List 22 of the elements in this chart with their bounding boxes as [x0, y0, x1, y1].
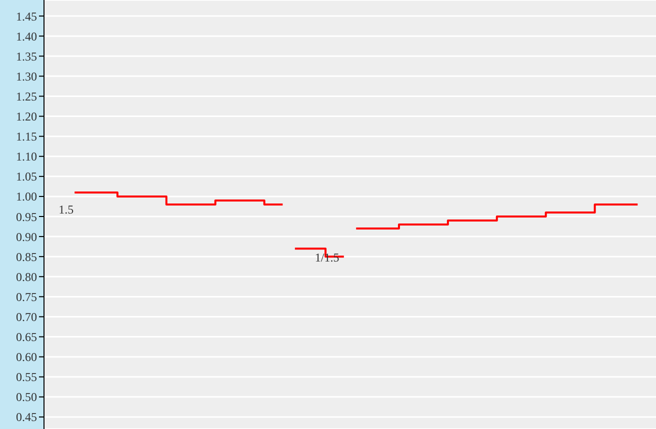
y-tick-label: 0.85	[16, 250, 37, 264]
y-tick-label: 0.55	[16, 370, 37, 384]
y-tick-label: 1.15	[16, 130, 37, 144]
y-tick-label: 0.80	[16, 270, 37, 284]
y-tick-label: 1.20	[16, 110, 37, 124]
y-tick-label: 0.50	[16, 390, 37, 404]
y-tick-label: 1.45	[16, 9, 37, 24]
y-tick-label: 1.00	[16, 190, 37, 204]
y-tick-label: 0.90	[16, 230, 37, 244]
y-tick-label: 0.65	[16, 330, 37, 344]
y-tick-label: 1.40	[16, 29, 37, 44]
y-tick-label: 0.60	[16, 350, 37, 364]
y-tick-label: 1.25	[16, 89, 37, 104]
y-tick-label: 0.70	[16, 310, 37, 324]
y-tick-label: 1.35	[16, 49, 37, 64]
y-tick-label: 0.95	[16, 210, 37, 224]
y-tick-label: 1.10	[16, 150, 37, 164]
y-tick-label: 1.05	[16, 170, 37, 184]
y-tick-label: 0.75	[16, 290, 37, 304]
y-tick-label: 0.45	[16, 410, 37, 424]
y-tick-label: 1.30	[16, 69, 37, 84]
annotation: 1.5	[58, 202, 74, 216]
